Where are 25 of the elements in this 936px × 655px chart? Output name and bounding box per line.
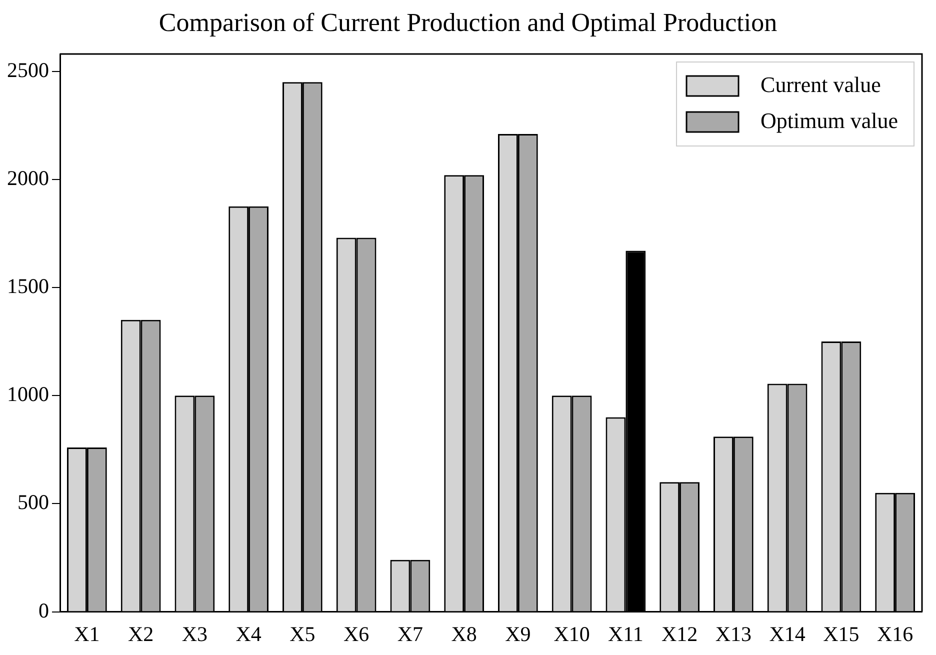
- y-tick-label: 2500: [7, 58, 49, 82]
- x-tick-label: X3: [182, 622, 208, 646]
- x-tick-label: X11: [608, 622, 644, 646]
- x-tick-label: X9: [505, 622, 531, 646]
- x-tick-label: X1: [74, 622, 100, 646]
- x-tick-label: X10: [554, 622, 590, 646]
- chart-title: Comparison of Current Production and Optimal Production: [158, 8, 778, 38]
- x-tick-label: X15: [823, 622, 860, 646]
- y-tick-label: 1000: [7, 382, 49, 406]
- x-tick-label: X2: [128, 622, 154, 646]
- x-tick-label: X6: [343, 622, 370, 646]
- x-tick-label: X7: [397, 622, 424, 646]
- x-tick-label: X14: [769, 622, 806, 646]
- y-tick-label: 1500: [7, 274, 49, 298]
- y-tick-label: 0: [38, 598, 49, 622]
- y-tick-label: 500: [18, 490, 49, 514]
- legend-label: Current value: [760, 72, 881, 97]
- legend-label: Optimum value: [760, 108, 898, 133]
- y-tick-label: 2000: [7, 166, 49, 190]
- x-tick-label: X4: [236, 622, 262, 646]
- x-tick-label: X12: [661, 622, 698, 646]
- x-tick-label: X16: [876, 622, 914, 646]
- x-tick-label: X8: [451, 622, 477, 646]
- x-tick-label: X5: [290, 622, 316, 646]
- x-tick-label: X13: [715, 622, 752, 646]
